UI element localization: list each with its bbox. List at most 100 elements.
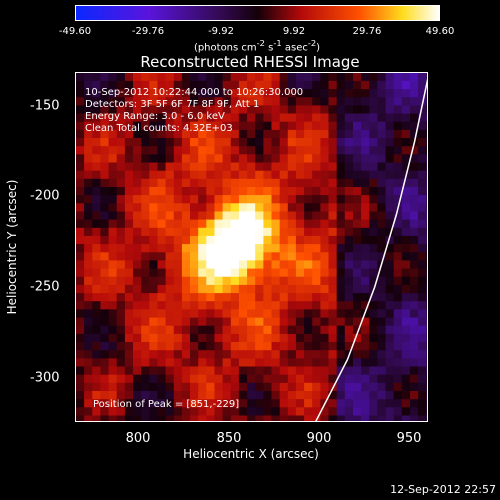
heatmap-cell [353, 145, 362, 155]
heatmap-cell [190, 129, 199, 138]
heatmap-cell [377, 112, 387, 122]
heatmap-cell [181, 357, 191, 367]
heatmap-cell [141, 219, 150, 228]
heatmap-cell [369, 365, 378, 375]
heatmap-cell [181, 186, 191, 196]
heatmap-cell [108, 341, 118, 351]
heatmap-cell [198, 112, 207, 122]
heatmap-cell [190, 390, 199, 400]
heatmap-cell [92, 251, 101, 261]
heatmap-cell [190, 186, 199, 196]
heatmap-cell [247, 73, 256, 81]
heatmap-cell [393, 300, 403, 310]
heatmap-cell [418, 161, 427, 171]
heatmap-cell [320, 153, 330, 163]
heatmap-cell [247, 202, 256, 212]
heatmap-cell [133, 121, 142, 130]
heatmap-cell [401, 112, 411, 122]
heatmap-cell [377, 96, 387, 106]
heatmap-cell [100, 96, 110, 106]
heatmap-cell [238, 349, 248, 359]
heatmap-cell [287, 341, 297, 351]
heatmap-cell [190, 365, 199, 375]
heatmap-cell [336, 267, 346, 277]
heatmap-cell [124, 398, 134, 408]
heatmap-cell [312, 129, 321, 138]
heatmap-cell [108, 112, 118, 122]
heatmap-cell [353, 276, 362, 285]
heatmap-cell [353, 186, 362, 196]
heatmap-cell [295, 325, 305, 334]
heatmap-cell [149, 235, 158, 245]
heatmap-cell [149, 88, 158, 98]
heatmap-cell [190, 178, 199, 187]
heatmap-cell [287, 243, 297, 253]
heatmap-cell [206, 80, 215, 90]
heatmap-cell [100, 308, 110, 318]
heatmap-cell [133, 178, 142, 187]
heatmap-cell [116, 227, 126, 236]
heatmap-cell [385, 161, 395, 171]
heatmap-cell [108, 96, 118, 106]
heatmap-cell [116, 129, 126, 138]
heatmap-cell [361, 104, 370, 114]
heatmap-cell [393, 325, 403, 334]
heatmap-cell [141, 357, 150, 367]
heatmap-cell [418, 349, 427, 359]
heatmap-cell [157, 80, 167, 90]
heatmap-cell [304, 202, 313, 212]
heatmap-cell [198, 316, 207, 326]
heatmap-cell [190, 202, 199, 212]
heatmap-cell [149, 219, 158, 228]
heatmap-cell [295, 398, 305, 408]
heatmap-cell [173, 235, 183, 245]
heatmap-cell [271, 243, 281, 253]
heatmap-cell [133, 112, 142, 122]
heatmap-cell [100, 80, 110, 90]
heatmap-cell [108, 414, 118, 421]
heatmap-cell [393, 178, 403, 187]
heatmap-cell [92, 202, 101, 212]
heatmap-cell [353, 316, 362, 326]
heatmap-cell [84, 202, 93, 212]
heatmap-cell [263, 333, 273, 342]
heatmap-cell [385, 202, 395, 212]
heatmap [76, 73, 427, 421]
heatmap-cell [369, 243, 378, 253]
heatmap-cell [173, 357, 183, 367]
heatmap-cell [247, 333, 256, 342]
heatmap-cell [304, 292, 313, 302]
heatmap-cell [206, 227, 215, 236]
heatmap-cell [320, 300, 330, 310]
heatmap-cell [304, 316, 313, 326]
heatmap-cell [214, 414, 224, 421]
heatmap-cell [393, 316, 403, 326]
heatmap-cell [198, 398, 207, 408]
heatmap-cell [328, 88, 338, 98]
heatmap-cell [190, 219, 199, 228]
heatmap-cell [100, 333, 110, 342]
heatmap-cell [214, 129, 224, 138]
heatmap-cell [206, 178, 215, 187]
heatmap-cell [393, 235, 403, 245]
heatmap-cell [92, 325, 101, 334]
heatmap-cell [124, 414, 134, 421]
heatmap-cell [238, 267, 248, 277]
heatmap-cell [295, 202, 305, 212]
heatmap-cell [230, 398, 240, 408]
heatmap-cell [312, 349, 321, 359]
heatmap-cell [124, 88, 134, 98]
heatmap-cell [133, 73, 142, 81]
heatmap-cell [173, 390, 183, 400]
heatmap-cell [222, 129, 232, 138]
heatmap-cell [230, 316, 240, 326]
heatmap-cell [206, 276, 215, 285]
heatmap-cell [157, 129, 167, 138]
heatmap-cell [385, 365, 395, 375]
heatmap-cell [344, 398, 354, 408]
heatmap-cell [377, 104, 387, 114]
heatmap-cell [336, 259, 346, 269]
heatmap-cell [426, 267, 427, 277]
heatmap-cell [369, 267, 378, 277]
heatmap-cell [263, 276, 273, 285]
